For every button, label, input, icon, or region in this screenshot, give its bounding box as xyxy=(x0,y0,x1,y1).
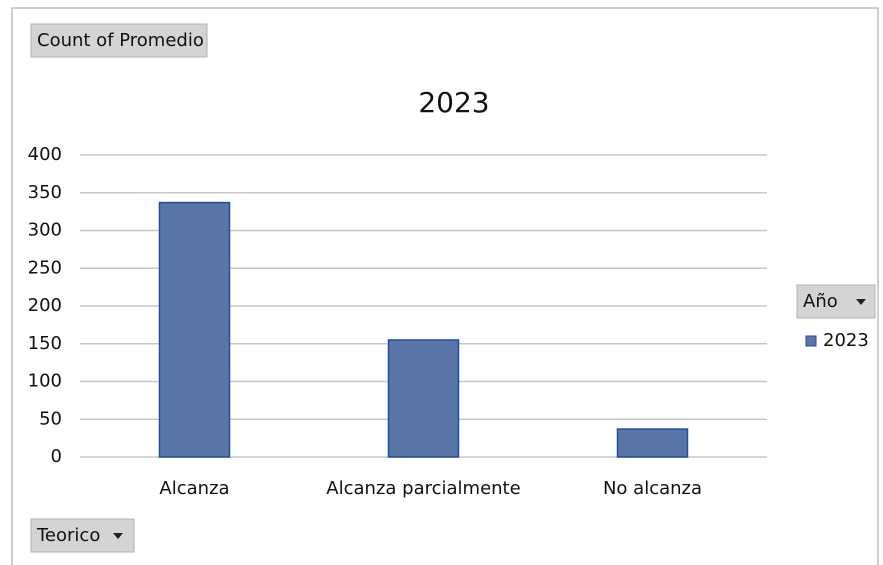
y-tick-label: 350 xyxy=(28,182,62,203)
dropdown-arrow xyxy=(113,533,123,539)
y-tick-label: 200 xyxy=(28,295,62,316)
bar xyxy=(616,428,689,458)
button-label: Año xyxy=(803,291,838,312)
y-tick-label: 250 xyxy=(28,257,62,278)
y-tick-label: 100 xyxy=(28,371,62,392)
legend-swatch xyxy=(805,335,817,347)
chart-frame xyxy=(11,7,879,565)
button-label: Count of Promedio xyxy=(37,30,204,51)
bar xyxy=(387,339,460,458)
x-tick-label: Alcanza parcialmente xyxy=(326,478,520,499)
button-label: Teorico xyxy=(36,525,100,546)
y-tick-label: 400 xyxy=(28,144,62,165)
x-tick-label: Alcanza xyxy=(159,478,229,499)
y-tick-label: 0 xyxy=(51,446,62,467)
bar xyxy=(158,201,231,458)
axis-field-button[interactable]: Teorico xyxy=(30,518,135,553)
dropdown-arrow xyxy=(856,299,866,305)
y-tick-label: 150 xyxy=(28,333,62,354)
y-tick-label: 300 xyxy=(28,220,62,241)
y-tick-label: 50 xyxy=(39,408,62,429)
legend-label: 2023 xyxy=(823,330,869,351)
legend-field-button[interactable]: Año xyxy=(796,284,876,319)
button-bg xyxy=(30,23,208,58)
chart-title: 2023 xyxy=(418,86,489,119)
value-field-button[interactable]: Count of Promedio xyxy=(30,23,208,58)
x-tick-label: No alcanza xyxy=(603,478,702,499)
